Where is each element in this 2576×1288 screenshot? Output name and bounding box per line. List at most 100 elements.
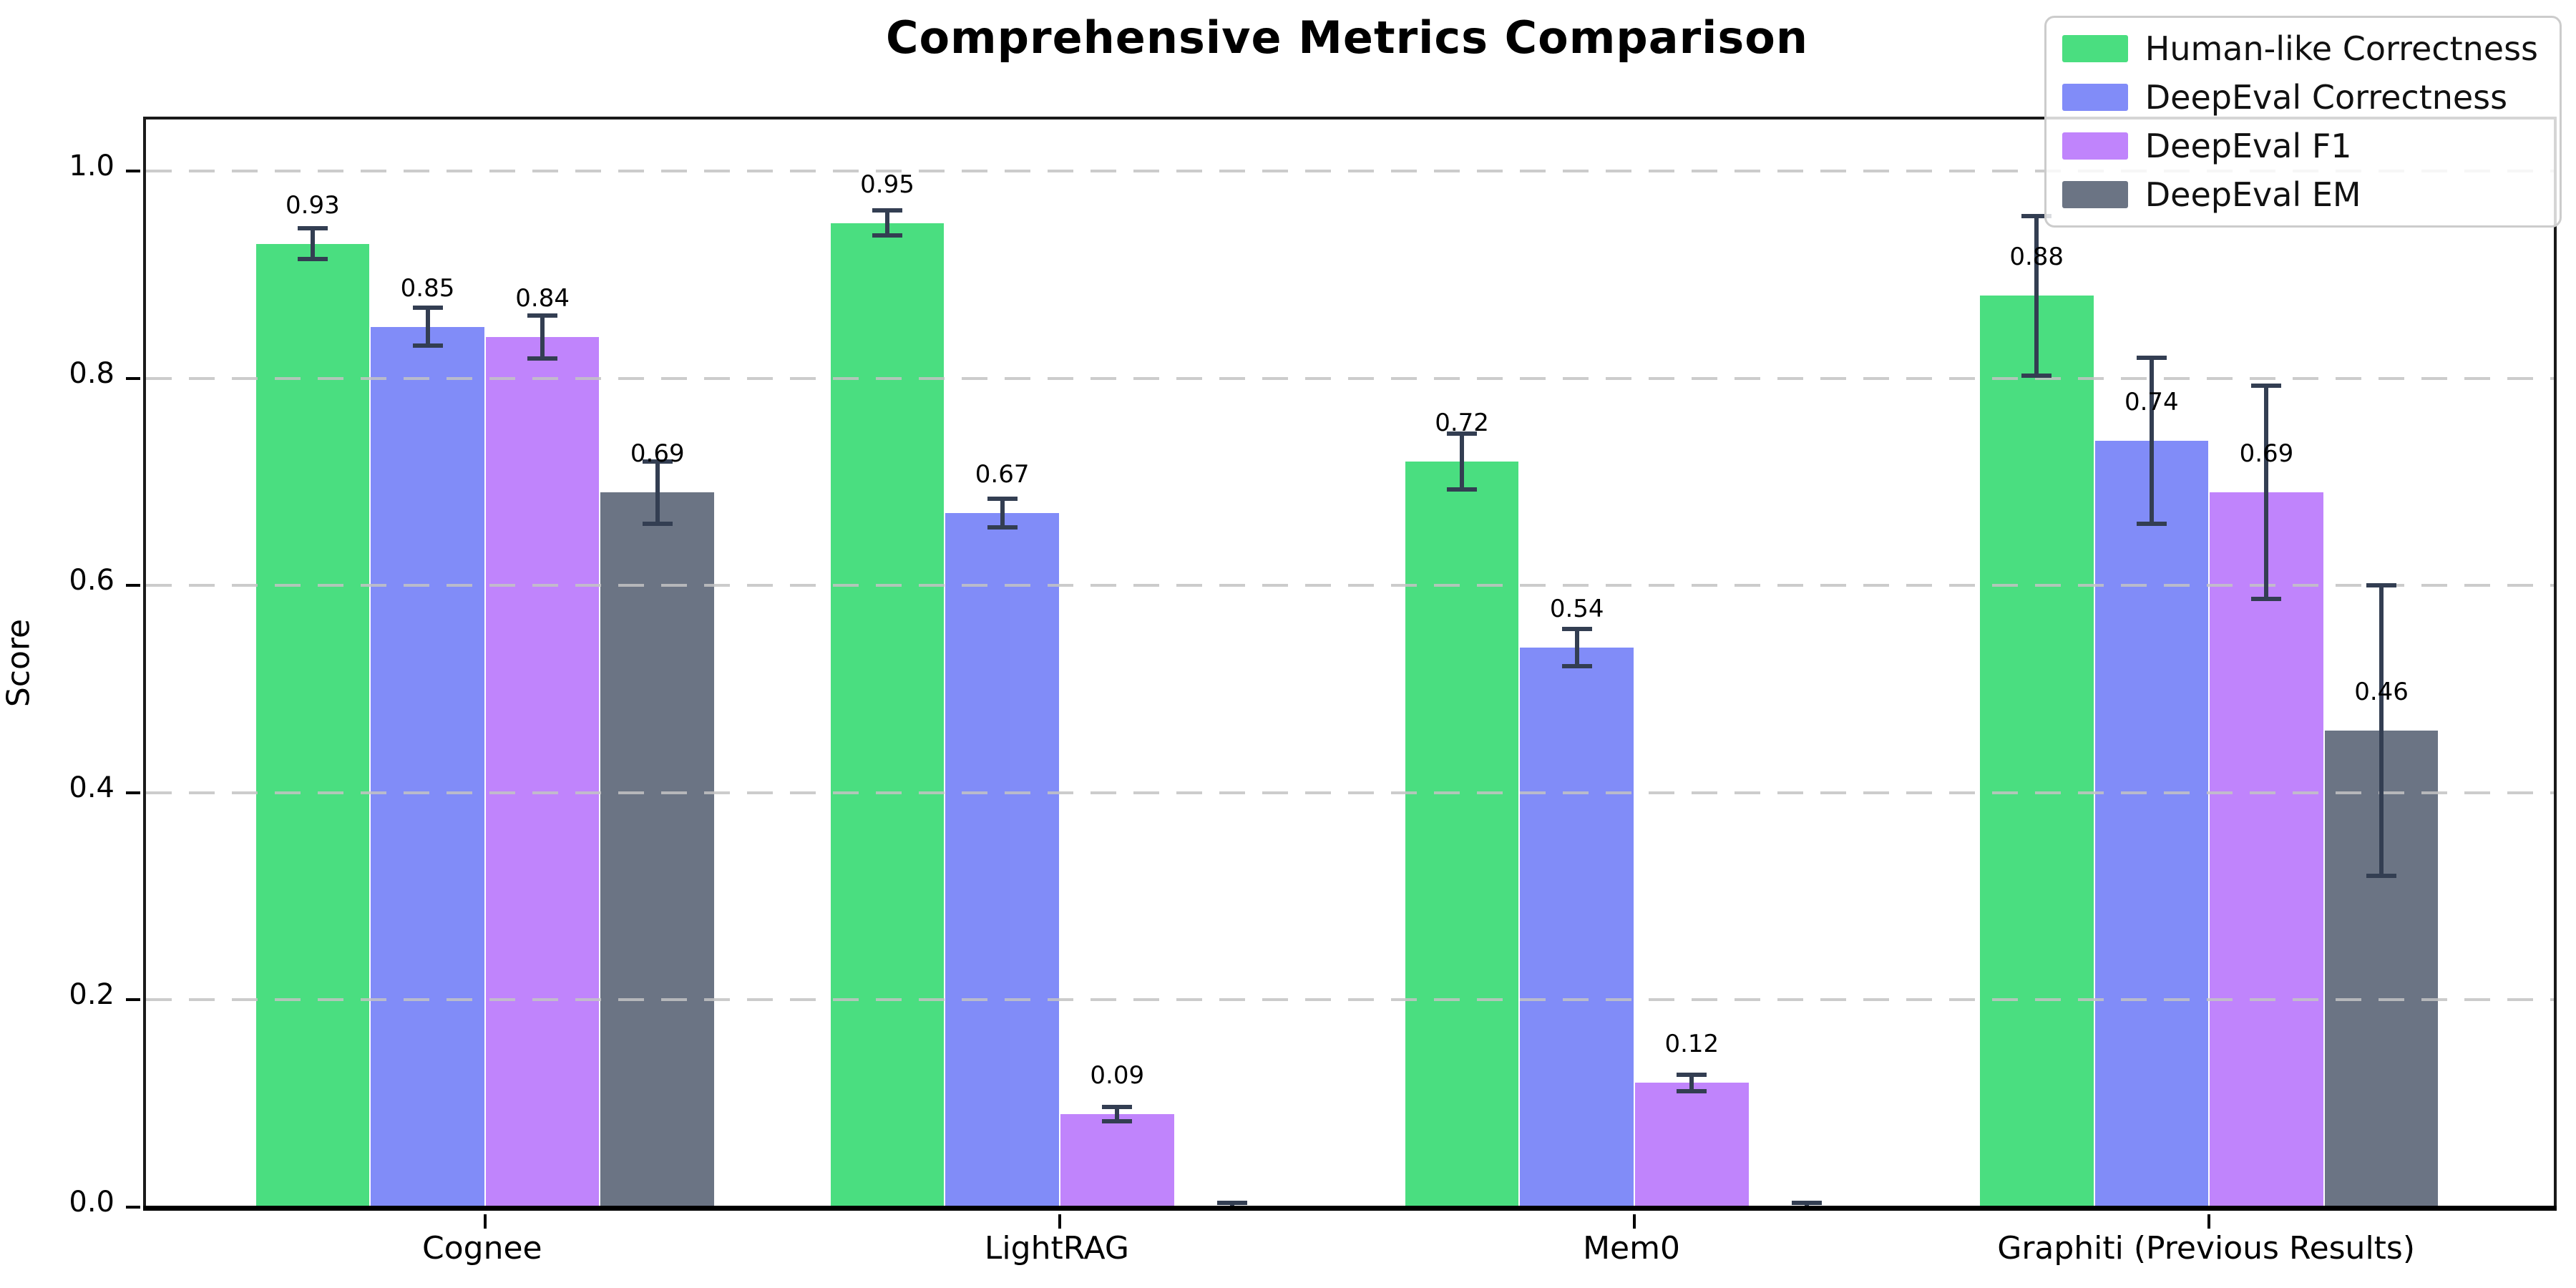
error-bar-line [885, 210, 889, 236]
error-bar-line [540, 315, 545, 359]
x-axis-line [143, 1206, 2557, 1211]
bar [1979, 296, 2094, 1207]
gridline [146, 998, 2554, 1002]
error-bar-line [1689, 1074, 1694, 1091]
bar-value-label: 0.95 [860, 170, 914, 199]
error-bar-cap-bottom [297, 257, 328, 262]
legend-item: DeepEval EM [2062, 175, 2538, 214]
error-bar-cap-top [1216, 1201, 1247, 1206]
bar-value-label: 0.88 [2009, 243, 2064, 272]
y-tick-label: 0.8 [69, 356, 114, 390]
x-tick-label: Mem0 [1583, 1230, 1680, 1267]
legend-label: DeepEval Correctness [2145, 78, 2508, 117]
legend-item: DeepEval F1 [2062, 127, 2538, 165]
legend-label: Human-like Correctness [2145, 29, 2538, 68]
x-tick-label: Graphiti (Previous Results) [1997, 1230, 2416, 1267]
legend-swatch [2062, 35, 2128, 62]
bar-value-label: 0.69 [2239, 439, 2294, 469]
error-bar-line [1115, 1106, 1120, 1121]
error-bar-cap-top [2251, 384, 2282, 389]
bar-value-label: 0.93 [286, 190, 340, 220]
legend-item: DeepEval Correctness [2062, 78, 2538, 117]
error-bar-line [1000, 498, 1005, 528]
bar [371, 326, 484, 1207]
error-bar-cap-bottom [2136, 521, 2167, 526]
error-bar-cap-bottom [527, 356, 558, 361]
y-tick-label: 0.6 [69, 564, 114, 597]
error-bar-line [425, 308, 430, 346]
error-bar-cap-bottom [987, 525, 1018, 530]
y-tick-label: 0.0 [69, 1186, 114, 1219]
error-bar-line [655, 461, 660, 524]
x-tick-mark [483, 1214, 487, 1229]
error-bar-line [2379, 585, 2384, 876]
error-bar-cap-bottom [642, 521, 673, 526]
bar-value-label: 0.54 [1549, 595, 1604, 624]
bar-value-label: 0.12 [1664, 1030, 1719, 1059]
gridline [146, 791, 2554, 794]
error-bar-cap-bottom [412, 343, 443, 348]
bar [1405, 461, 1519, 1207]
y-tick-mark [126, 791, 140, 794]
error-bar-cap-top [872, 208, 902, 213]
error-bar-cap-top [297, 226, 328, 230]
bar [2210, 492, 2323, 1207]
bar-value-label: 0.46 [2354, 678, 2409, 707]
error-bar-cap-bottom [2251, 597, 2282, 602]
bar-value-label: 0.85 [400, 273, 455, 303]
y-tick-label: 0.4 [69, 771, 114, 804]
bar [485, 337, 600, 1207]
bar [830, 223, 945, 1207]
bar-value-label: 0.69 [630, 439, 685, 469]
gridline [146, 584, 2554, 587]
legend-swatch [2062, 84, 2128, 111]
chart-title: Comprehensive Metrics Comparison [885, 11, 1809, 64]
bar [1060, 1113, 1174, 1207]
error-bar-cap-top [1102, 1104, 1133, 1109]
legend-item: Human-like Correctness [2062, 29, 2538, 68]
error-bar-cap-bottom [2021, 373, 2052, 378]
error-bar-line [2034, 215, 2039, 376]
y-tick-mark [126, 584, 140, 587]
y-tick-label: 1.0 [69, 150, 114, 183]
x-tick-label: Cognee [422, 1230, 542, 1267]
error-bar-line [2149, 357, 2154, 524]
legend: Human-like Correctness DeepEval Correctne… [2044, 16, 2562, 228]
gridline [146, 376, 2554, 380]
legend-label: DeepEval F1 [2145, 127, 2352, 165]
x-tick-mark [1058, 1214, 1061, 1229]
x-tick-mark [2207, 1214, 2211, 1229]
error-bar-cap-top [2136, 355, 2167, 360]
error-bar-line [1460, 433, 1465, 489]
error-bar-cap-bottom [2366, 873, 2397, 878]
error-bar-line [2264, 386, 2269, 600]
error-bar-cap-top [2366, 583, 2397, 588]
error-bar-cap-top [527, 313, 558, 318]
plot-area: 0.93 0.95 0.72 0.88 0.85 0.67 0.54 0.74 0.84 0.09… [126, 117, 2557, 1229]
error-bar-cap-top [642, 459, 673, 464]
bar-value-label: 0.72 [1435, 408, 1489, 437]
bar-value-label: 0.84 [515, 284, 570, 313]
error-bar-cap-bottom [872, 233, 902, 238]
y-tick-mark [126, 1206, 140, 1209]
error-bar-cap-top [1561, 627, 1592, 632]
bar [255, 243, 370, 1207]
y-tick-label: 0.2 [69, 978, 114, 1012]
legend-swatch [2062, 132, 2128, 160]
error-bar-cap-bottom [1447, 487, 1478, 492]
error-bar-cap-top [987, 496, 1018, 501]
bar-value-label: 0.67 [975, 460, 1030, 489]
legend-swatch [2062, 181, 2128, 208]
error-bar-line [310, 228, 315, 260]
bar [945, 513, 1059, 1207]
x-tick-label: LightRAG [984, 1230, 1129, 1267]
x-tick-mark [1633, 1214, 1636, 1229]
bar [1635, 1083, 1749, 1207]
bar-value-label: 0.74 [2124, 387, 2179, 416]
bar-value-label: 0.09 [1090, 1060, 1145, 1090]
error-bar-cap-top [1447, 431, 1478, 436]
error-bar-cap-bottom [1561, 664, 1592, 669]
error-bar-cap-top [412, 306, 443, 311]
error-bar-cap-bottom [1677, 1088, 1707, 1093]
